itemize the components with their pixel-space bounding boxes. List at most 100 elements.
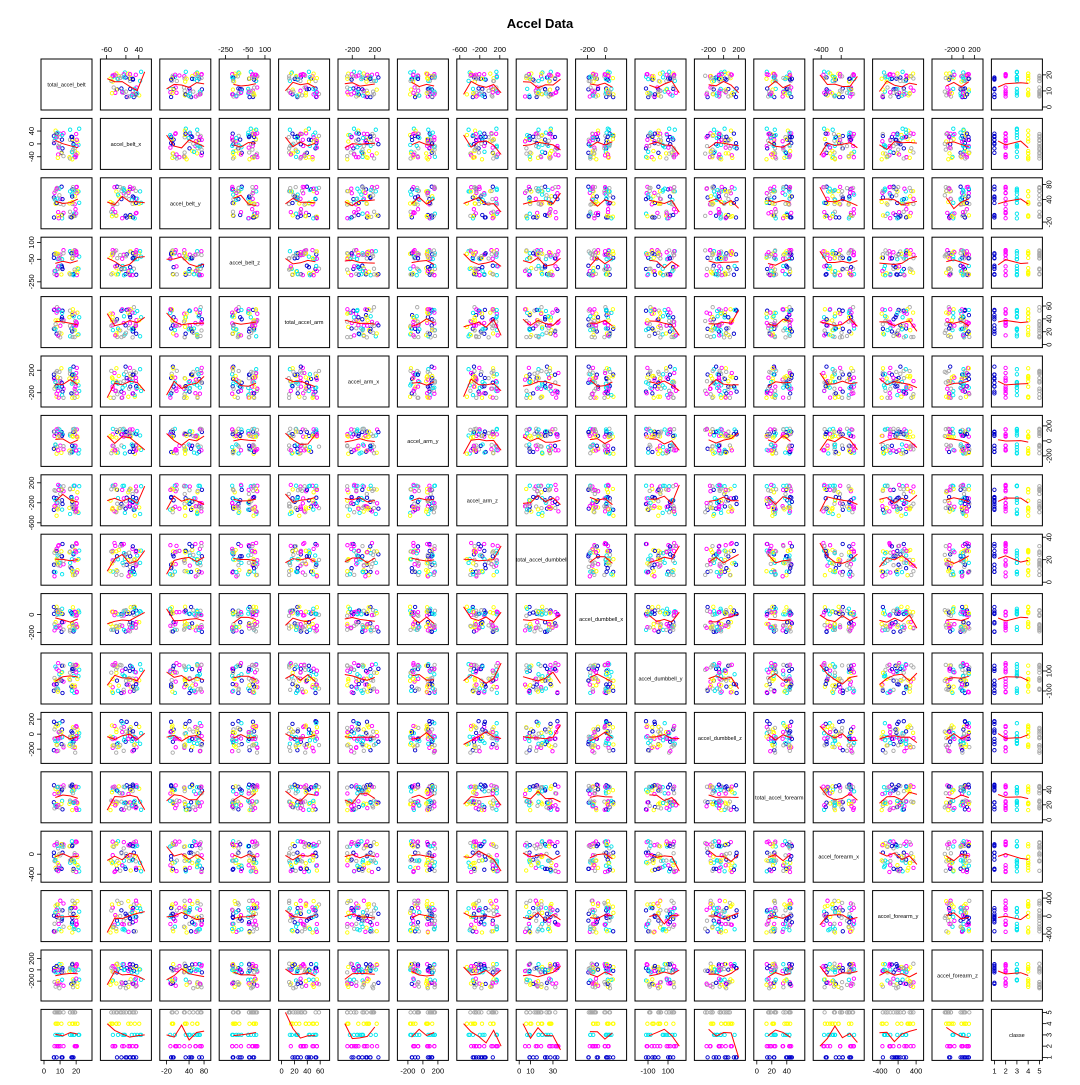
panel-accel_belt_z-vs-accel_forearm_y xyxy=(872,236,925,289)
data-point xyxy=(351,69,357,74)
data-point xyxy=(718,142,724,148)
data-point xyxy=(951,86,956,92)
data-point xyxy=(366,148,372,154)
data-point xyxy=(964,92,970,97)
data-point xyxy=(59,132,65,138)
data-point xyxy=(827,90,833,95)
data-point xyxy=(723,87,728,92)
data-point xyxy=(360,87,365,92)
data-point xyxy=(722,126,727,131)
data-point xyxy=(704,143,710,149)
data-point xyxy=(190,73,195,79)
data-point xyxy=(652,94,657,99)
data-point xyxy=(368,314,373,319)
data-point xyxy=(493,196,499,201)
data-point xyxy=(361,131,367,136)
data-point xyxy=(780,268,785,274)
data-point xyxy=(782,91,787,96)
data-point xyxy=(656,263,661,268)
data-point xyxy=(719,76,724,81)
data-point xyxy=(490,256,495,261)
data-point xyxy=(110,327,116,333)
panel-total_accel_belt-vs-total_accel_forearm xyxy=(753,58,806,111)
data-point xyxy=(704,266,710,272)
data-point xyxy=(894,193,899,198)
data-point xyxy=(247,157,252,162)
data-point xyxy=(1014,91,1020,96)
data-point xyxy=(174,78,179,84)
data-point xyxy=(1014,75,1020,80)
data-point xyxy=(493,131,499,136)
data-point xyxy=(371,209,377,214)
panel-frame xyxy=(40,58,93,111)
panel-total_accel_arm-vs-accel_dumbbell_x xyxy=(575,296,628,349)
panel-accel_belt_x-vs-accel_forearm_y xyxy=(872,117,925,170)
data-point xyxy=(946,77,952,82)
data-point xyxy=(168,94,174,100)
data-point xyxy=(846,79,852,84)
data-point xyxy=(135,308,140,314)
panel-total_accel_arm-vs-accel_arm_x xyxy=(337,296,390,349)
data-point xyxy=(883,75,888,80)
data-point xyxy=(885,85,890,90)
data-point xyxy=(360,317,365,322)
data-point xyxy=(947,90,952,95)
data-point xyxy=(1026,194,1031,199)
data-point xyxy=(170,91,175,96)
data-point xyxy=(602,249,608,254)
panel-frame xyxy=(575,58,628,111)
data-point xyxy=(764,76,769,81)
smoother-line xyxy=(997,319,1029,324)
data-point xyxy=(656,184,661,189)
data-point xyxy=(71,364,76,369)
panel-accel_belt_x-vs-accel_belt_x: accel_belt_x xyxy=(99,117,152,170)
data-point xyxy=(765,86,770,91)
data-point xyxy=(230,209,236,214)
data-point xyxy=(345,74,350,79)
panel-frame xyxy=(515,58,568,111)
smoother-line xyxy=(708,80,739,94)
panel-frame xyxy=(931,117,984,170)
data-point xyxy=(174,156,179,161)
data-point xyxy=(77,200,82,205)
data-point xyxy=(183,131,188,136)
data-point xyxy=(480,268,485,274)
data-point xyxy=(112,72,117,77)
data-point xyxy=(535,93,540,98)
data-point xyxy=(134,331,139,336)
data-point xyxy=(533,196,538,201)
data-point xyxy=(488,71,493,76)
data-point xyxy=(944,322,949,327)
data-point xyxy=(767,193,772,198)
panel-frame xyxy=(99,355,152,408)
data-point xyxy=(486,88,491,93)
data-point xyxy=(195,93,200,98)
data-point xyxy=(771,75,776,80)
data-point xyxy=(490,87,496,92)
data-point xyxy=(56,145,61,150)
panel-accel_belt_y-vs-accel_belt_x xyxy=(99,177,152,230)
data-point xyxy=(717,93,722,98)
data-point xyxy=(238,137,243,142)
smoother-line xyxy=(166,134,205,149)
data-point xyxy=(415,305,420,310)
data-point xyxy=(718,86,723,92)
data-point xyxy=(951,200,956,205)
data-point xyxy=(603,76,609,82)
data-point xyxy=(246,376,252,381)
data-point xyxy=(1037,305,1042,310)
data-point xyxy=(115,392,120,397)
data-point xyxy=(287,392,292,397)
data-point xyxy=(187,130,193,135)
data-point xyxy=(174,333,179,338)
data-point xyxy=(830,91,835,96)
data-point xyxy=(822,209,827,215)
data-point xyxy=(536,78,541,84)
data-point xyxy=(703,248,708,253)
data-point xyxy=(715,314,720,319)
panel-accel_belt_x-vs-accel_belt_y xyxy=(159,117,212,170)
data-point xyxy=(652,190,657,195)
data-point xyxy=(899,93,905,98)
data-point xyxy=(199,153,204,158)
